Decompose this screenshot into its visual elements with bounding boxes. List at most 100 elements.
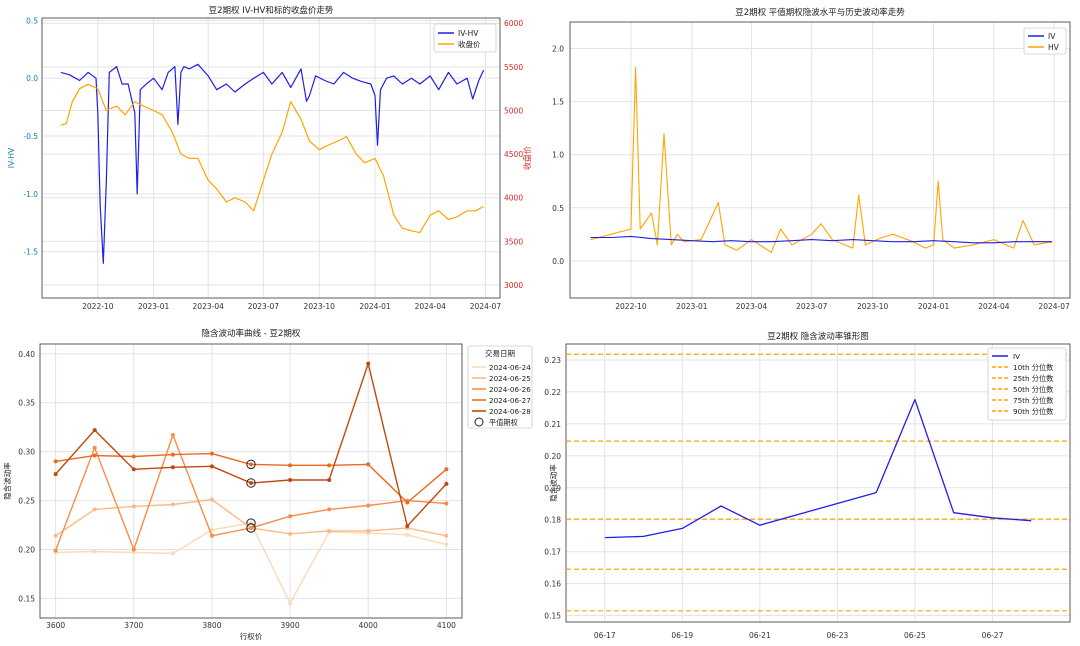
y-tick-label-right: 6000 (504, 19, 523, 28)
x-tick-label: 2024-01 (918, 302, 950, 311)
chart-iv-hv-trend: 豆2期权 平值期权隐波水平与历史波动率走势 2022-10 2023-01 2023-… (552, 7, 1071, 311)
x-tick-label: 4000 (359, 621, 378, 630)
y-tick-label: 0.0 (552, 257, 564, 266)
data-point (444, 467, 449, 472)
y-tick-label: 0.23 (544, 356, 561, 365)
y-tick-label-right: 5500 (504, 63, 523, 72)
data-point (170, 502, 175, 507)
data-point (53, 533, 58, 538)
data-point (327, 463, 332, 468)
x-tick-label: 06-25 (904, 631, 926, 640)
legend-label: 50th 分位数 (1013, 385, 1053, 394)
chart-title: 豆2期权 IV-HV和标的收盘价走势 (209, 5, 334, 16)
legend-atm-marker (474, 417, 484, 427)
chart-iv-smile: 隐含波动率曲线 - 豆2期权 3600 3700 3800 3900 4000 4100 0.… (2, 328, 533, 641)
data-point (209, 533, 214, 538)
data-point (131, 550, 136, 555)
series-line-close (60, 83, 484, 234)
chart-title: 豆2期权 隐含波动率锥形图 (767, 331, 869, 342)
legend-label: 75th 分位数 (1013, 396, 1053, 405)
x-tick-label: 2023-01 (138, 302, 170, 311)
data-point (288, 463, 293, 468)
x-tick-label: 2023-04 (736, 302, 768, 311)
data-point (209, 497, 214, 502)
y-tick-label: 0.16 (544, 580, 561, 589)
y-tick-label-right: 5000 (504, 106, 523, 115)
x-tick-label: 2023-10 (304, 302, 336, 311)
legend-title: 交易日期 (485, 348, 515, 358)
y-tick-label: 0.15 (544, 612, 561, 621)
legend-label: 2024-06-27 (489, 396, 531, 405)
legend-label: IV (1013, 352, 1020, 361)
legend-label: HV (1048, 43, 1060, 52)
y-tick-label-right: 4500 (504, 150, 523, 159)
chart-cone-frame (565, 343, 1071, 623)
x-tick-label: 3700 (124, 621, 143, 630)
x-tick-label: 2023-10 (857, 302, 889, 311)
y-tick-label-right: 3500 (504, 237, 523, 246)
series-line-iv (590, 235, 1053, 244)
x-tick-label: 2024-04 (415, 302, 447, 311)
x-tick-label: 2024-07 (470, 302, 502, 311)
y-tick-label: 2.0 (552, 45, 564, 54)
data-point (170, 452, 175, 457)
y-tick-label: 0.30 (18, 448, 35, 457)
y-tick-label: 0.18 (544, 516, 561, 525)
legend-label: 2024-06-25 (489, 374, 531, 383)
x-tick-label: 2022-10 (615, 302, 647, 311)
y-tick-label-left: -1.5 (23, 248, 38, 257)
y-tick-label: 0.5 (552, 204, 564, 213)
y-axis-label: 隐含波动率 (2, 462, 12, 500)
x-tick-label: 2024-01 (359, 302, 391, 311)
x-tick-label: 06-17 (594, 631, 616, 640)
data-point (405, 500, 410, 505)
data-point (53, 548, 58, 553)
data-point (53, 459, 58, 464)
legend-label: 收盘价 (458, 39, 481, 49)
data-point (288, 601, 293, 606)
y-tick-label: 0.21 (544, 420, 561, 429)
data-point (288, 478, 293, 483)
data-point (92, 507, 97, 512)
legend-label: 平值期权 (489, 418, 518, 427)
chart-iv-cone: 豆2期权 隐含波动率锥形图 06-17 06-19 06-21 06-23 06-25 06… (544, 331, 1071, 640)
y-tick-label: 0.20 (18, 546, 35, 555)
data-point (170, 551, 175, 556)
y-tick-label: 0.40 (18, 350, 35, 359)
data-point (53, 472, 58, 477)
y-tick-label-right: 3000 (504, 281, 523, 290)
series-line-2024-06-28 (55, 362, 447, 527)
data-point (92, 428, 97, 433)
data-point (405, 524, 410, 529)
series-line-2024-06-25 (55, 498, 447, 537)
y-tick-label-left: 0.5 (26, 16, 38, 25)
y-tick-label: 0.17 (544, 548, 561, 557)
data-point (249, 525, 253, 530)
x-tick-label: 3800 (202, 621, 221, 630)
data-point (405, 532, 410, 537)
series-line-2024-06-24 (55, 522, 447, 604)
series-line-2024-06-27 (55, 452, 447, 504)
chart-title: 豆2期权 平值期权隐波水平与历史波动率走势 (735, 7, 905, 18)
x-tick-label: 2022-10 (82, 302, 114, 311)
y-tick-label-left: 0.0 (26, 74, 38, 83)
chart-smile-frame (39, 343, 463, 619)
data-point (444, 501, 449, 506)
data-point (131, 467, 136, 472)
data-point (288, 514, 293, 519)
legend-label: 2024-06-28 (489, 407, 531, 416)
legend-label: IV (1048, 32, 1056, 41)
data-point (366, 528, 371, 533)
x-axis-label: 行权价 (240, 631, 263, 641)
legend (987, 347, 1067, 421)
y-tick-label-left: -0.5 (23, 132, 38, 141)
y-tick-label: 0.20 (544, 452, 561, 461)
series-line-iv (604, 398, 1032, 539)
data-point (444, 542, 449, 547)
y-tick-label: 0.25 (18, 497, 35, 506)
data-point (131, 547, 136, 552)
x-tick-label: 2024-04 (978, 302, 1010, 311)
y-tick-label-left: -1.0 (23, 190, 38, 199)
atm-marker (246, 523, 256, 533)
y-tick-label: 0.19 (544, 484, 561, 493)
